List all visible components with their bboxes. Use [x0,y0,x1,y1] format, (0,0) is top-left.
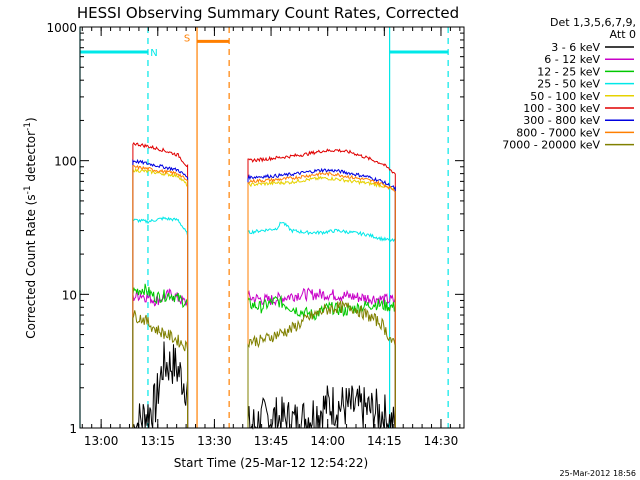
series-line [247,171,396,428]
y-tick-label: 100 [54,155,77,169]
legend-label: 25 - 50 keV [537,78,600,91]
y-axis-label-main: Corrected Count Rate (s [24,194,38,338]
series-line [132,167,189,428]
x-tick-label: 14:15 [367,434,402,448]
flag-label: S [184,33,190,44]
series-line [132,164,189,428]
series-line [247,299,396,428]
series-line [247,175,396,428]
svg-text:Corrected Count Rate (s-1 dete: Corrected Count Rate (s-1 detector-1) [23,117,38,338]
legend-label: 100 - 300 keV [523,102,600,115]
y-axis-label-sup2: -1 [23,122,33,131]
legend-label: 800 - 7000 keV [516,126,600,139]
series-line [247,221,396,428]
series-line [247,287,396,428]
series-line [132,283,189,428]
series-line [132,341,189,429]
y-axis-label: Corrected Count Rate (s-1 detector-1) [23,117,38,338]
series-line [247,167,396,428]
x-axis-label: Start Time (25-Mar-12 12:54:22) [174,456,368,470]
x-tick-label: 13:00 [84,434,119,448]
y-axis-label-end: ) [24,117,38,122]
y-tick-label: 1 [69,422,77,436]
series-line [247,148,396,428]
flag-label: N [150,48,157,59]
legend-label: 300 - 800 keV [523,114,600,127]
date-stamp: 25-Mar-2012 18:56 [560,469,637,478]
series-line [132,310,189,428]
legend-label: 12 - 25 keV [537,65,600,78]
series-line [132,158,189,428]
series-line [132,141,189,428]
x-tick-label: 13:45 [254,434,289,448]
x-tick-label: 13:15 [140,434,175,448]
plot-frame [79,26,465,429]
legend-label: 3 - 6 keV [551,41,600,54]
y-tick-label: 10 [62,288,77,302]
series-line [132,288,189,428]
y-axis-label-sup1: -1 [23,185,33,194]
y-axis-label-mid: detector [24,131,38,186]
x-tick-label: 13:30 [197,434,232,448]
legend-header-line2: Att 0 [610,28,636,41]
legend-label: 6 - 12 keV [544,53,600,66]
legend-header-line1: Det 1,3,5,6,7,9, [550,16,636,29]
series-line [132,216,189,428]
series-line [247,294,396,428]
chart-title: HESSI Observing Summary Count Rates, Cor… [77,4,459,22]
series-line [247,385,396,430]
y-tick-label: 1000 [46,21,77,35]
x-tick-label: 14:30 [424,434,459,448]
x-tick-label: 14:00 [310,434,345,448]
legend-label: 50 - 100 keV [530,90,600,103]
legend-label: 7000 - 20000 keV [502,139,600,152]
